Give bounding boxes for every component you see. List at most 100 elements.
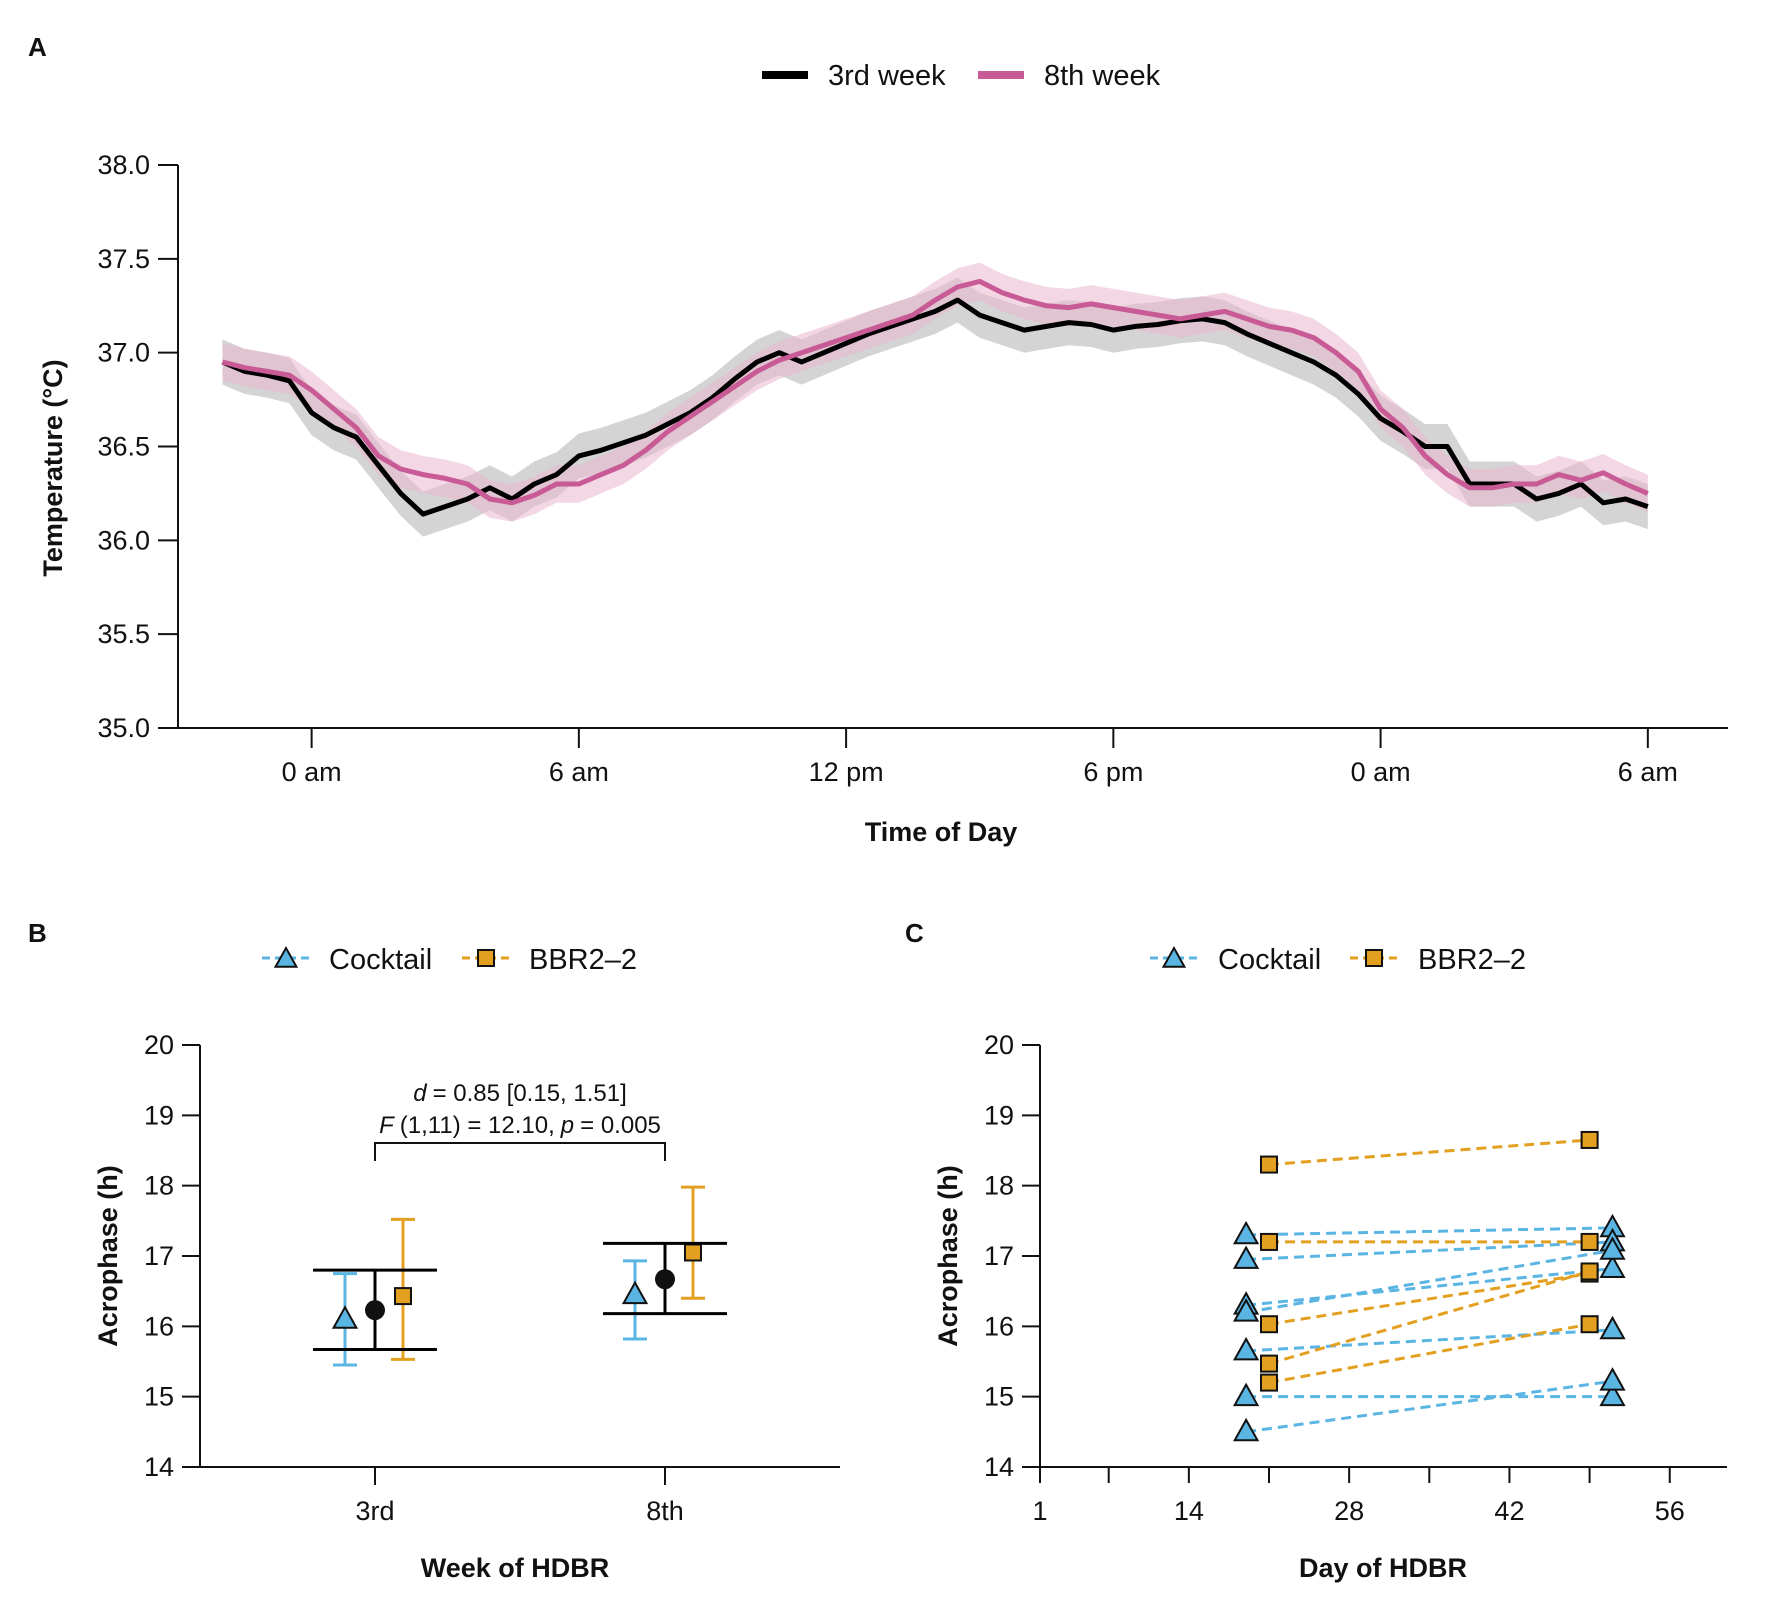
panel-b-x-ticks: 3rd 8th [355,1467,684,1526]
point-bbr2-2 [1260,1373,1278,1392]
panel-c-legend: Cocktail BBR2–2 [1150,944,1526,976]
subject-line-bbr2-2 [1268,1272,1590,1326]
point-bbr2-2 [684,1243,702,1262]
legend-label-bbr2-2: BBR2–2 [529,944,637,976]
y-tick-label: 18 [984,1171,1014,1201]
x-tick-label: 14 [1174,1496,1204,1526]
point-bbr2-2 [1580,1130,1599,1149]
p-value-symbol: p [560,1112,574,1139]
panel-a-legend: 3rd week 8th week [762,60,1161,92]
panel-c-y-axis-title: Acrophase (h) [933,1165,963,1347]
point-bbr2-2 [1260,1155,1278,1174]
point-cocktail [1232,1336,1260,1361]
y-tick-label: 38.0 [97,150,150,180]
f-statistic-symbol: F [379,1112,395,1139]
panel-a-error-bands [222,262,1648,537]
effect-size-value: = 0.85 [0.15, 1.51] [433,1080,627,1107]
point-bbr2-2 [1580,1232,1599,1251]
point-bbr2-2 [1260,1315,1278,1334]
point-bbr2-2 [1580,1262,1599,1281]
y-tick-label: 14 [984,1452,1014,1482]
subject-line-bbr2-2 [1268,1322,1590,1385]
y-tick-label: 19 [984,1100,1014,1130]
point-cocktail [1599,1315,1626,1340]
y-tick-label: 36.5 [97,432,150,462]
y-tick-label: 35.0 [97,713,150,743]
point-cocktail [1599,1254,1626,1279]
y-tick-label: 35.5 [97,619,150,649]
panel-b-significance-annotation: d = 0.85 [0.15, 1.51] F (1,11) = 12.10, p = … [374,1080,666,1161]
panel-c-connecting-lines [1245,1138,1613,1434]
panel-b-y-ticks: 14 15 16 17 18 19 20 [144,1030,200,1482]
y-tick-label: 20 [984,1030,1014,1060]
y-tick-label: 18 [144,1171,174,1201]
point-cocktail [331,1305,359,1329]
subject-line-cocktail [1245,1267,1613,1307]
panel-c-acrophase-by-day: Cocktail BBR2–2 14 15 16 17 18 19 20 1 14 28 42 56… [933,944,1727,1583]
point-bbr2-2 [1580,1315,1599,1334]
legend-label-cocktail: Cocktail [1218,944,1321,976]
panel-label-c: C [905,918,924,948]
panel-b-x-axis-title: Week of HDBR [421,1553,610,1583]
x-tick-label: 6 pm [1083,757,1143,787]
legend-label-cocktail: Cocktail [329,944,432,976]
y-tick-label: 20 [144,1030,174,1060]
panel-c-x-axis-title: Day of HDBR [1299,1553,1467,1583]
y-tick-label: 37.0 [97,338,150,368]
y-tick-label: 16 [984,1311,1014,1341]
y-tick-label: 19 [144,1100,174,1130]
x-tick-label: 12 pm [809,757,884,787]
panel-a-y-axis-title: Temperature (°C) [38,359,68,576]
panel-b-y-axis-title: Acrophase (h) [93,1165,123,1347]
legend-marker-bbr2-2 [477,949,495,967]
y-tick-label: 37.5 [97,244,150,274]
panel-c-x-ticks: 1 14 28 42 56 [1032,1467,1685,1526]
legend-label-8th-week: 8th week [1044,60,1161,92]
point-cocktail [1232,1417,1260,1442]
y-tick-label: 17 [984,1241,1014,1271]
subject-line-cocktail [1245,1248,1613,1314]
point-bbr2-2 [394,1287,412,1306]
series-line-8th-week [221,278,1649,506]
point-cocktail [1232,1220,1260,1245]
y-tick-label: 15 [144,1382,174,1412]
effect-size-symbol: d [413,1080,427,1107]
y-tick-label: 16 [144,1311,174,1341]
f-statistic-text: F (1,11) = 12.10, p = 0.005 [379,1112,661,1139]
subject-line-cocktail [1245,1379,1613,1434]
panel-label-b: B [28,918,47,948]
subject-line-cocktail [1246,1328,1613,1353]
legend-label-bbr2-2: BBR2–2 [1418,944,1526,976]
y-tick-label: 14 [144,1452,174,1482]
legend-marker-cocktail [1161,945,1187,968]
legend-marker-cocktail [273,945,299,968]
point-cocktail [621,1280,649,1305]
panel-a-y-ticks: 35.0 35.5 36.0 36.5 37.0 37.5 38.0 [97,150,178,743]
point-cocktail [1232,1245,1260,1269]
x-tick-label: 8th [646,1496,684,1526]
p-value-value: = 0.005 [580,1112,661,1139]
subject-line-cocktail [1246,1240,1613,1262]
point-overall [365,1300,385,1321]
f-statistic-value: (1,11) = 12.10, [400,1112,555,1139]
x-tick-label: 42 [1494,1496,1524,1526]
legend-label-3rd-week: 3rd week [828,60,946,92]
y-tick-label: 17 [144,1241,174,1271]
panel-a-x-ticks: 0 am 6 am 12 pm 6 pm 0 am 6 am [282,728,1678,787]
subject-line-bbr2-2 [1268,1270,1591,1366]
panel-a-x-axis-title: Time of Day [865,817,1018,847]
point-cocktail [1599,1382,1626,1407]
point-overall [655,1269,675,1290]
panel-label-a: A [28,32,47,62]
panel-a-lines [221,278,1649,517]
significance-bracket [374,1142,666,1161]
effect-size-text: d = 0.85 [0.15, 1.51] [413,1080,627,1107]
x-tick-label: 3rd [355,1496,394,1526]
x-tick-label: 56 [1655,1496,1685,1526]
panel-b-legend: Cocktail BBR2–2 [262,944,637,976]
x-tick-label: 0 am [282,757,342,787]
subject-line-cocktail [1246,1226,1613,1237]
error-band-8th-week [222,262,1648,522]
